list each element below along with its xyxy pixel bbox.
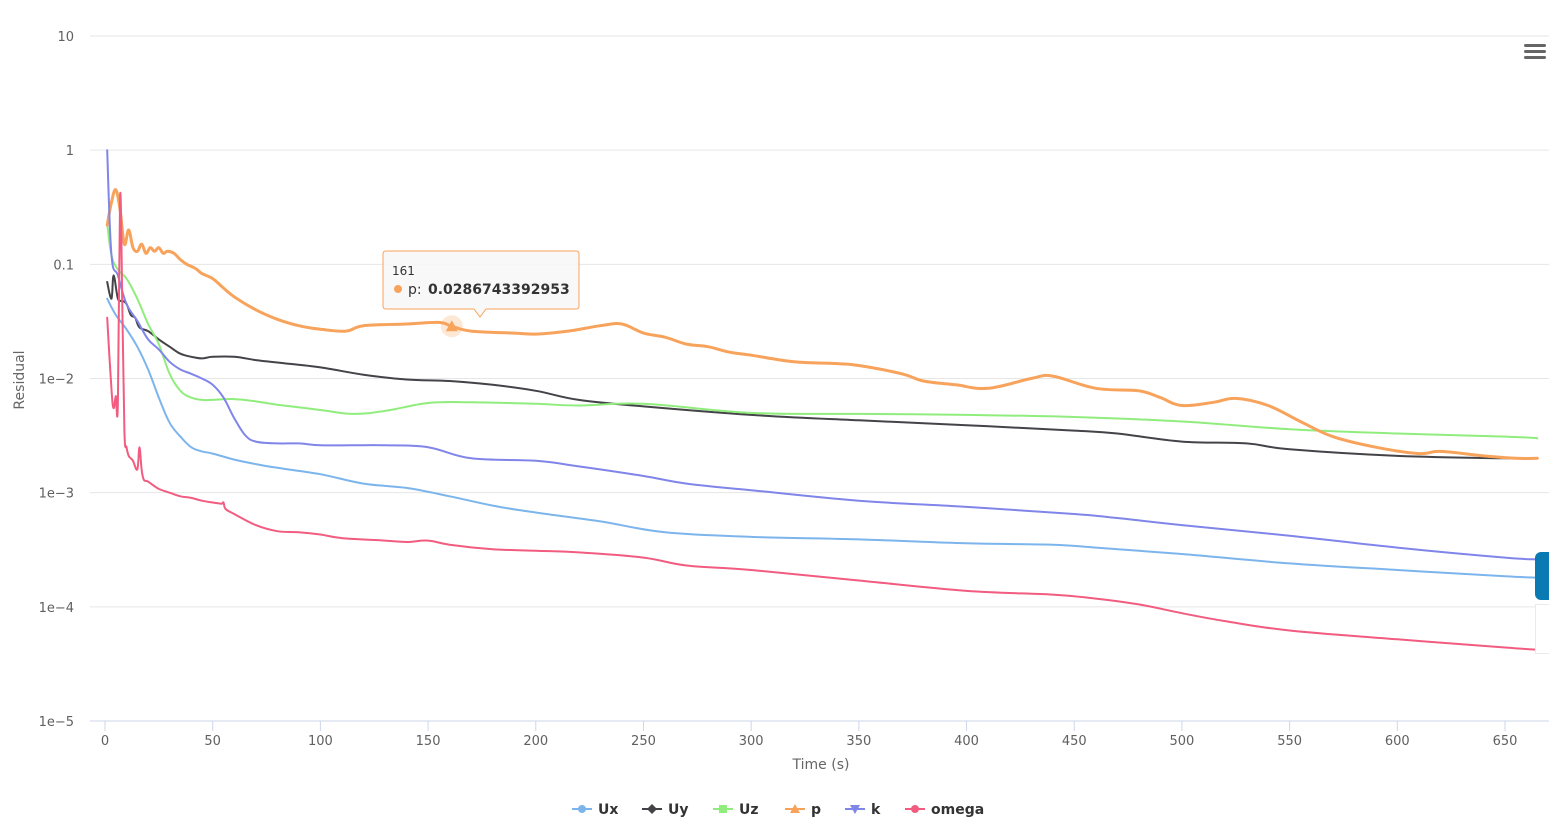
hover-marker [445,320,458,332]
series-lines [105,149,1539,651]
x-axis: 0 50 100 150 200 250 300 350 400 450 500 550 600 650 [101,721,1518,749]
legend-label: omega [931,802,984,818]
series-line-omega[interactable] [106,191,1539,651]
legend-item-omega[interactable]: omega [905,802,984,818]
legend-label: Ux [598,802,618,818]
y-axis-title: Residual [12,350,28,409]
tooltip-value: 0.0286743392953 [428,282,570,298]
x-axis-title: Time (s) [792,757,850,773]
legend-item-Uz[interactable]: Uz [713,802,759,818]
legend-label: p [811,802,821,818]
grid-lines [90,35,1549,722]
x-tick-label: 550 [1277,734,1302,749]
series-line-Uz[interactable] [106,222,1539,440]
x-tick-label: 150 [416,734,441,749]
legend: Ux Uy Uz p k omega [572,802,984,818]
x-tick-label: 0 [101,734,109,749]
x-tick-label: 350 [846,734,871,749]
x-tick-label: 100 [308,734,333,749]
series-line-k[interactable] [106,149,1539,561]
y-tick-label: 1 [66,144,74,159]
tooltip-series-dot [394,285,402,293]
legend-item-Uy[interactable]: Uy [642,802,689,818]
legend-item-k[interactable]: k [845,802,881,818]
hamburger-menu-icon[interactable] [1523,43,1547,63]
side-panel-edge [1535,604,1549,654]
legend-marker [578,805,586,813]
series-line-Uy[interactable] [106,274,1539,460]
x-tick-label: 50 [204,734,221,749]
y-tick-label: 1e−2 [39,373,74,388]
tooltip-x-value: 161 [392,264,415,278]
y-tick-label: 1e−4 [39,601,74,616]
legend-marker [719,805,727,813]
tooltip-series-label: p: [408,282,422,298]
x-tick-label: 450 [1062,734,1087,749]
series-line-Ux[interactable] [106,297,1539,579]
legend-marker [911,805,919,813]
x-tick-label: 650 [1493,734,1518,749]
y-tick-label: 1e−3 [39,487,74,502]
x-tick-label: 300 [739,734,764,749]
legend-item-p[interactable]: p [785,802,821,818]
y-tick-label: 10 [57,30,74,45]
legend-label: Uy [668,802,689,818]
side-panel-tab[interactable] [1535,552,1549,600]
legend-label: Uz [739,802,759,818]
x-tick-label: 500 [1170,734,1195,749]
legend-marker [647,804,657,814]
tooltip: 161 p: 0.0286743392953 [382,250,580,338]
legend-marker [850,805,860,814]
y-axis-ticks: 10 1 0.1 1e−2 1e−3 1e−4 1e−5 [39,30,74,730]
y-tick-label: 1e−5 [39,715,74,730]
x-tick-label: 200 [523,734,548,749]
x-tick-label: 600 [1385,734,1410,749]
legend-label: k [871,802,881,818]
series-line-p[interactable] [105,188,1539,460]
x-tick-label: 400 [954,734,979,749]
legend-marker [790,804,800,813]
x-tick-label: 250 [631,734,656,749]
tooltip-box [382,250,580,318]
y-tick-label: 0.1 [53,258,74,273]
legend-item-Ux[interactable]: Ux [572,802,618,818]
